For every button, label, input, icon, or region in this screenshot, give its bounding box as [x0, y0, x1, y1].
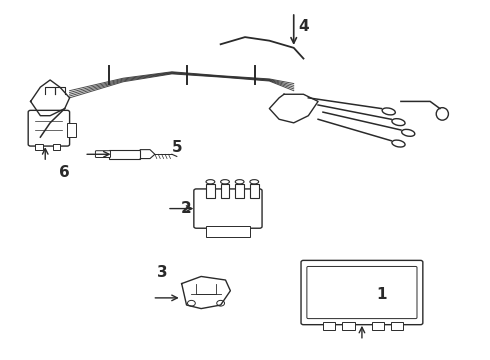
Bar	[323, 322, 335, 330]
Text: 2: 2	[181, 201, 192, 216]
Text: 6: 6	[59, 165, 70, 180]
Bar	[109, 150, 140, 158]
Bar	[343, 322, 355, 330]
FancyBboxPatch shape	[301, 260, 423, 325]
FancyBboxPatch shape	[194, 189, 262, 228]
Bar	[250, 184, 259, 198]
Text: 1: 1	[376, 287, 387, 302]
FancyBboxPatch shape	[96, 151, 111, 157]
Bar	[35, 144, 43, 150]
Bar	[206, 184, 215, 198]
Bar	[67, 123, 76, 137]
Text: 5: 5	[172, 140, 182, 156]
Bar	[235, 184, 244, 198]
FancyBboxPatch shape	[307, 266, 417, 319]
Bar	[206, 226, 250, 237]
Bar	[391, 322, 403, 330]
Bar	[372, 322, 384, 330]
Bar	[52, 144, 60, 150]
Bar	[220, 184, 229, 198]
FancyBboxPatch shape	[28, 111, 70, 146]
Text: 4: 4	[298, 19, 309, 34]
Text: 3: 3	[157, 265, 168, 280]
